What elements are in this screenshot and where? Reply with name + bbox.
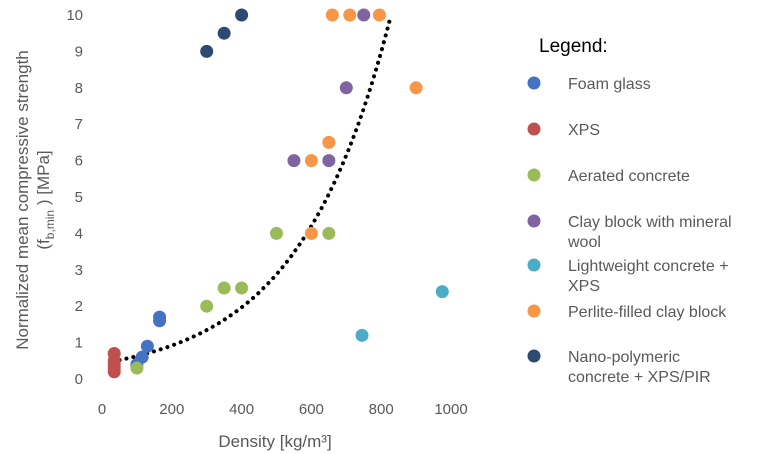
y-tick-label: 4	[75, 225, 83, 242]
y-tick-label: 9	[75, 43, 83, 60]
data-point-series-5	[304, 226, 318, 240]
legend-label: Clay block with mineral	[568, 214, 732, 231]
legend: Foam glass XPS Aerated concrete Clay block …	[527, 76, 732, 386]
data-point-series-5	[409, 81, 423, 95]
data-point-series-0	[135, 350, 149, 364]
legend-label: Aerated concrete	[568, 168, 690, 185]
trendline-path	[110, 15, 393, 364]
legend-marker	[527, 304, 541, 318]
legend-marker	[527, 214, 541, 228]
data-point-series-5	[325, 8, 339, 22]
data-point-series-5	[322, 135, 336, 149]
legend-label: Nano-polymeric	[568, 349, 680, 366]
data-point-series-1	[107, 347, 121, 361]
x-tick-label: 600	[299, 401, 324, 418]
y-tick-label: 5	[75, 189, 83, 206]
data-point-series-4	[355, 328, 369, 342]
data-point-series-3	[287, 154, 301, 168]
data-point-series-2	[270, 226, 283, 240]
data-point-series-4	[435, 285, 449, 299]
legend-label: wool	[567, 234, 601, 251]
data-point-series-2	[322, 226, 336, 240]
data-point-series-3	[322, 154, 336, 168]
data-point-series-3	[357, 8, 371, 22]
y-tick-label: 8	[75, 80, 83, 97]
data-point-series-2	[200, 299, 214, 313]
legend-label: Lightweight concrete +	[568, 258, 729, 275]
data-points	[107, 8, 449, 379]
y-tick-label: 0	[75, 371, 83, 388]
legend-label: Foam glass	[568, 76, 651, 93]
legend-label: Perlite-filled clay block	[568, 304, 727, 321]
data-point-series-2	[235, 281, 249, 295]
data-point-series-0	[153, 310, 167, 324]
legend-marker	[527, 258, 541, 272]
y-tick-label: 2	[75, 298, 83, 315]
data-point-series-6	[217, 26, 231, 40]
y-axis-ticks: 0 1 2 3 4 5 6 7 8 9 10	[66, 7, 83, 388]
legend-marker	[527, 349, 541, 363]
y-tick-label: 7	[75, 116, 83, 133]
legend-title: Legend:	[539, 36, 608, 57]
data-point-series-6	[235, 8, 249, 22]
x-tick-label: 400	[229, 401, 254, 418]
y-tick-label: 1	[75, 335, 83, 352]
x-axis-ticks: 0 200 400 600 800 1000	[98, 401, 468, 418]
x-tick-label: 800	[369, 401, 394, 418]
x-tick-label: 200	[159, 401, 184, 418]
y-axis-title: Normalized mean compressive strength (fb…	[13, 50, 57, 350]
data-point-series-6	[200, 44, 214, 58]
data-point-series-5	[372, 8, 386, 22]
legend-marker	[527, 76, 541, 90]
legend-marker	[527, 122, 541, 136]
data-point-series-0	[140, 339, 154, 353]
data-point-series-2	[217, 281, 231, 295]
trendline	[110, 15, 393, 364]
x-tick-label: 0	[98, 401, 106, 418]
x-tick-label: 1000	[434, 401, 467, 418]
legend-marker	[527, 168, 541, 182]
data-point-series-5	[343, 8, 357, 22]
data-point-series-2	[130, 361, 144, 375]
y-tick-label: 10	[66, 7, 83, 24]
legend-label: XPS	[568, 278, 600, 295]
y-axis-title-line2: (fb,min ) [MPa]	[34, 150, 57, 249]
y-tick-label: 3	[75, 262, 83, 279]
data-point-series-5	[304, 154, 318, 168]
legend-label: XPS	[568, 122, 600, 139]
y-tick-label: 6	[75, 153, 83, 170]
legend-label: concrete + XPS/PIR	[568, 369, 711, 386]
y-axis-title-line1: Normalized mean compressive strength	[13, 50, 32, 350]
data-point-series-3	[339, 81, 353, 95]
x-axis-title: Density [kg/m³]	[218, 432, 331, 451]
